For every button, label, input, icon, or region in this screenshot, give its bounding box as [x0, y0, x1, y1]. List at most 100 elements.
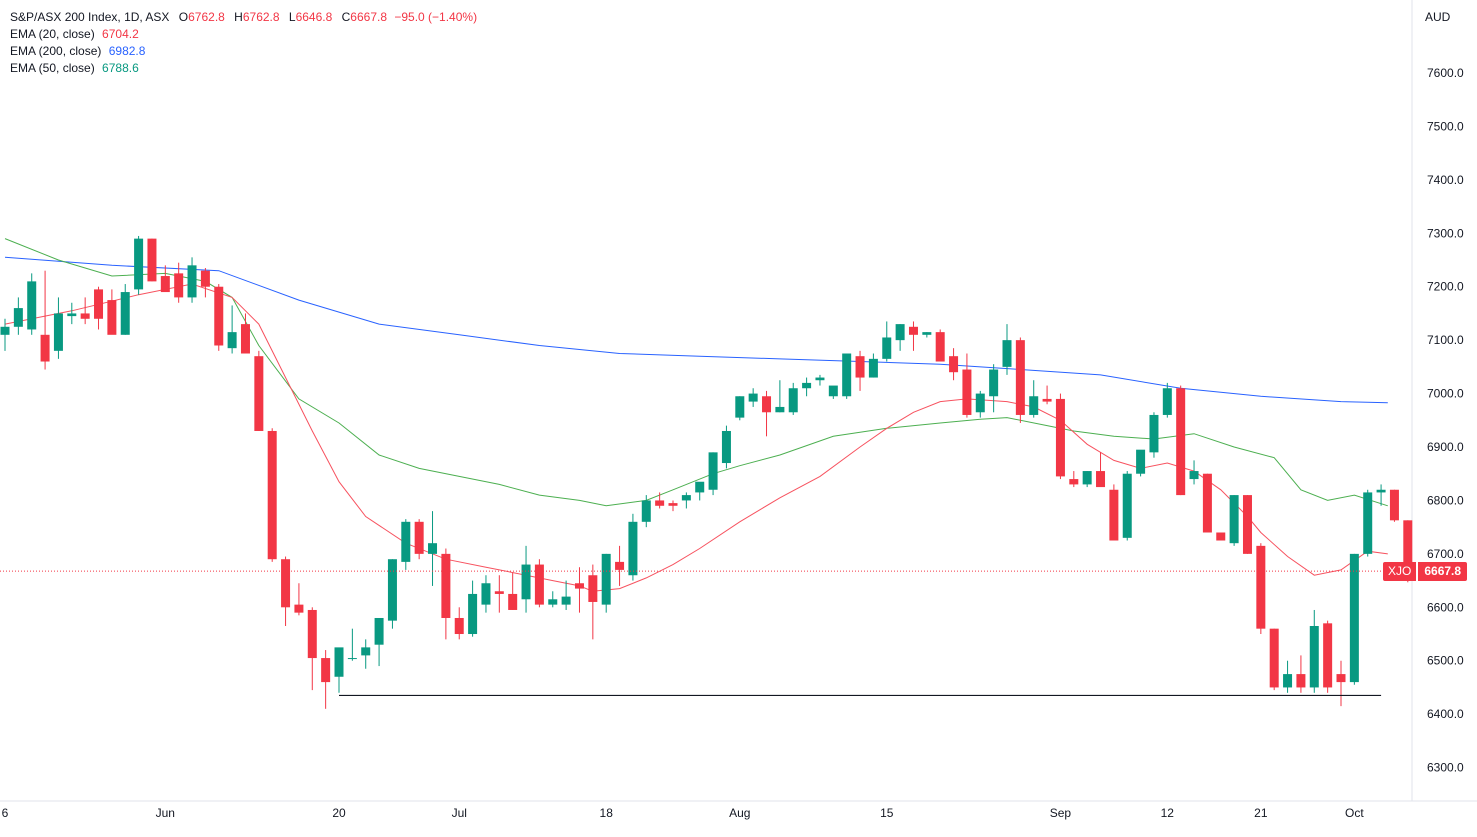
candle-body — [481, 583, 491, 605]
candle — [468, 580, 478, 637]
candle-body — [508, 593, 518, 610]
y-tick-label: 7400.0 — [1427, 173, 1464, 187]
candle-body — [361, 647, 371, 656]
candle-body — [695, 481, 705, 493]
candle — [187, 257, 197, 303]
candle — [828, 385, 838, 399]
candle — [521, 545, 531, 613]
candle — [641, 495, 651, 528]
chart-legend: S&P/ASX 200 Index, 1D, ASX O6762.8 H6762… — [10, 9, 477, 77]
candle — [321, 650, 331, 709]
candle-body — [842, 353, 852, 397]
candle-body — [855, 356, 865, 378]
x-tick-label: 21 — [1254, 806, 1268, 820]
indicator-ema20[interactable]: EMA (20, close) 6704.2 — [10, 26, 477, 43]
candle-body — [815, 377, 825, 381]
indicator-ema200[interactable]: EMA (200, close) 6982.8 — [10, 43, 477, 60]
candle-body — [53, 313, 63, 351]
candle — [1323, 620, 1333, 693]
candle — [681, 492, 691, 509]
candle-body — [588, 575, 598, 602]
candle-body — [868, 358, 878, 378]
candle-body — [254, 356, 264, 431]
candle — [628, 513, 638, 581]
candle-body — [1216, 532, 1226, 541]
candle — [1309, 609, 1319, 693]
candle-body — [962, 369, 972, 415]
candle — [588, 564, 598, 640]
candle-body — [1002, 340, 1012, 367]
candle — [815, 374, 825, 386]
candle — [40, 270, 50, 370]
candle — [1202, 473, 1212, 533]
candle-body — [0, 326, 10, 335]
candle — [27, 273, 37, 335]
candle — [721, 425, 731, 469]
candle-body — [989, 369, 999, 397]
candle — [200, 268, 210, 298]
candle-body — [762, 396, 772, 413]
x-tick-label: 15 — [880, 806, 894, 820]
y-tick-label: 7500.0 — [1427, 119, 1464, 133]
candle-body — [641, 500, 651, 522]
candle-body — [1202, 473, 1212, 533]
price-axis[interactable]: 7600.0 7500.0 7400.0 7300.0 7200.0 7100.0 7000… — [1427, 66, 1464, 775]
candle — [655, 492, 665, 509]
candle — [962, 353, 972, 418]
candle — [387, 559, 397, 629]
candle — [494, 575, 504, 613]
candle — [1296, 655, 1306, 693]
candle-body — [468, 593, 478, 635]
candle — [788, 382, 798, 415]
candle — [454, 607, 464, 640]
y-tick-label: 7200.0 — [1427, 280, 1464, 294]
candle-body — [1256, 545, 1266, 629]
candle-body — [94, 289, 104, 319]
candle-body — [708, 452, 718, 490]
candle — [1029, 380, 1039, 418]
candle — [1122, 471, 1132, 541]
candle — [80, 297, 90, 325]
candle — [254, 350, 264, 431]
candle — [1256, 543, 1266, 635]
candle — [0, 318, 10, 351]
candle-body — [922, 332, 932, 335]
ema20-label: EMA (20, close) — [10, 27, 95, 41]
candle-body — [1015, 340, 1025, 415]
candle-body — [40, 334, 50, 362]
candle-body — [1122, 473, 1132, 538]
indicator-ema50[interactable]: EMA (50, close) 6788.6 — [10, 60, 477, 77]
candle-body — [267, 430, 277, 560]
candle-body — [521, 564, 531, 600]
candle-body — [1309, 626, 1319, 688]
symbol-row[interactable]: S&P/ASX 200 Index, 1D, ASX O6762.8 H6762… — [10, 9, 477, 26]
candle-body — [908, 326, 918, 335]
candle — [842, 353, 852, 399]
candle — [1176, 385, 1186, 496]
symbol-title[interactable]: S&P/ASX 200 Index, 1D, ASX — [10, 10, 170, 24]
candle-body — [788, 388, 798, 413]
overlays — [0, 570, 1412, 697]
candle — [174, 262, 184, 303]
candle — [775, 380, 785, 413]
candle-body — [1283, 674, 1293, 688]
candle-body — [628, 521, 638, 576]
candle-body — [1336, 674, 1346, 683]
time-axis[interactable]: 6 Jun 20 Jul 18 Aug 15 Sep 12 21 Oct — [2, 806, 1365, 820]
candle-body — [1363, 492, 1373, 554]
candle — [147, 238, 157, 282]
candle-body — [1229, 495, 1239, 544]
candle — [1109, 484, 1119, 541]
candle — [508, 572, 518, 610]
candle — [1336, 660, 1346, 707]
candle — [1082, 471, 1092, 488]
candle — [895, 324, 905, 351]
candle-body — [1349, 553, 1359, 683]
candles — [0, 235, 1413, 709]
candle — [1162, 382, 1172, 418]
candle — [561, 580, 571, 610]
x-tick-label: Jul — [452, 806, 467, 820]
candle-body — [147, 238, 157, 282]
